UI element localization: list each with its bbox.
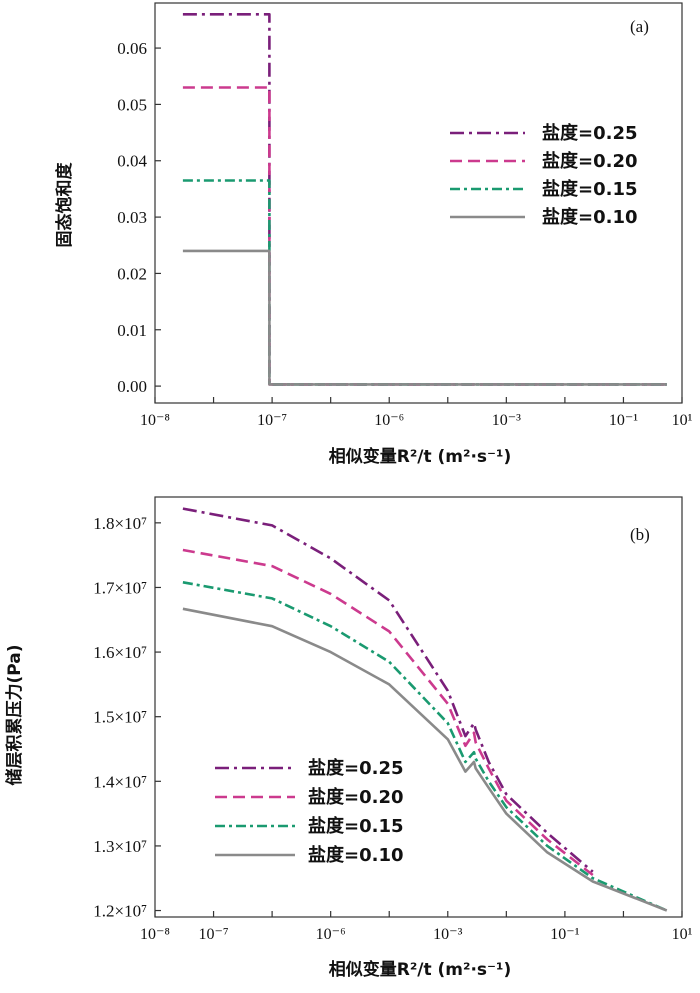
legend-label: 盐度=0.15 — [308, 815, 404, 837]
panel-b-chart: (b) 储层积累压力(Pa) 相似变量R²/t (m²·s⁻¹) 1.2×10⁷… — [4, 496, 693, 980]
legend-label: 盐度=0.15 — [542, 178, 638, 200]
y-tick-label: 0.02 — [117, 264, 147, 283]
y-tick-label: 1.2×10⁷ — [93, 902, 147, 921]
panel-b-legend: 盐度=0.25 盐度=0.20 盐度=0.15 盐度=0.10 — [215, 757, 404, 866]
legend-label: 盐度=0.10 — [542, 206, 638, 228]
y-tick-label: 0.05 — [117, 95, 147, 114]
x-tick-label: 10⁻⁸ — [140, 412, 170, 429]
y-tick-label: 1.3×10⁷ — [93, 837, 147, 856]
panel-a-xlabel: 相似变量R²/t (m²·s⁻¹) — [329, 446, 511, 467]
panel-a-chart: (a) 固态饱和度 相似变量R²/t (m²·s⁻¹) 0.00 0.01 0.02… — [54, 2, 693, 467]
panel-a-label: (a) — [630, 17, 649, 36]
panel-b-label: (b) — [630, 525, 650, 544]
panel-a-x-ticks: 10⁻⁸ 10⁻⁷ 10⁻⁶ 10⁻³ 10⁻¹ 10¹ — [140, 397, 693, 429]
y-tick-label: 0.01 — [117, 321, 147, 340]
x-tick-label: 10⁻³ — [492, 412, 521, 429]
legend-label: 盐度=0.20 — [308, 786, 404, 808]
y-tick-label: 0.06 — [117, 39, 147, 58]
x-tick-label: 10⁻⁶ — [374, 412, 404, 429]
panel-b-plot-frame — [154, 496, 683, 918]
y-tick-label: 1.5×10⁷ — [93, 708, 147, 727]
x-tick-label: 10⁻⁷ — [199, 926, 229, 943]
series-line-0 — [182, 13, 667, 386]
y-tick-label: 0.03 — [117, 208, 147, 227]
legend-label: 盐度=0.10 — [308, 844, 404, 866]
series-line-3 — [182, 249, 667, 386]
y-tick-label: 1.8×10⁷ — [93, 514, 147, 533]
series-line-3 — [182, 607, 668, 912]
panel-a-ylabel: 固态饱和度 — [54, 162, 75, 248]
panel-a-plot-frame — [154, 2, 683, 404]
series-line-0 — [182, 507, 594, 873]
panel-a-y-ticks: 0.00 0.01 0.02 0.03 0.04 0.05 0.06 — [117, 39, 161, 396]
legend-label: 盐度=0.25 — [308, 757, 404, 779]
x-tick-label: 10⁻¹ — [550, 926, 579, 943]
y-tick-label: 0.00 — [117, 377, 147, 396]
x-tick-label: 10⁻³ — [433, 926, 462, 943]
x-tick-label: 10⁻⁶ — [316, 926, 346, 943]
x-tick-label: 10⁻⁷ — [257, 412, 287, 429]
y-tick-label: 0.04 — [117, 152, 147, 171]
series-line-2 — [182, 581, 668, 912]
panel-b-series — [182, 507, 668, 912]
panel-b-xlabel: 相似变量R²/t (m²·s⁻¹) — [329, 959, 511, 980]
legend-label: 盐度=0.20 — [542, 150, 638, 172]
y-tick-label: 1.6×10⁷ — [93, 643, 147, 662]
panel-b-ylabel: 储层积累压力(Pa) — [4, 644, 25, 785]
y-tick-label: 1.7×10⁷ — [93, 578, 147, 597]
panel-b-y-ticks: 1.2×10⁷ 1.3×10⁷ 1.4×10⁷ 1.5×10⁷ 1.6×10⁷ 1.7×1… — [93, 514, 161, 921]
y-tick-label: 1.4×10⁷ — [93, 772, 147, 791]
x-tick-label: 10⁻⁸ — [140, 926, 170, 943]
series-line-1 — [182, 548, 594, 877]
panel-a-legend: 盐度=0.25 盐度=0.20 盐度=0.15 盐度=0.10 — [450, 122, 638, 228]
x-tick-label: 10¹ — [672, 926, 693, 943]
panel-b-x-ticks: 10⁻⁸ 10⁻⁷ 10⁻⁶ 10⁻³ 10⁻¹ 10¹ — [140, 911, 693, 943]
x-tick-label: 10⁻¹ — [609, 412, 638, 429]
legend-label: 盐度=0.25 — [542, 122, 638, 144]
x-tick-label: 10¹ — [672, 412, 693, 429]
panel-a-series — [182, 13, 667, 386]
